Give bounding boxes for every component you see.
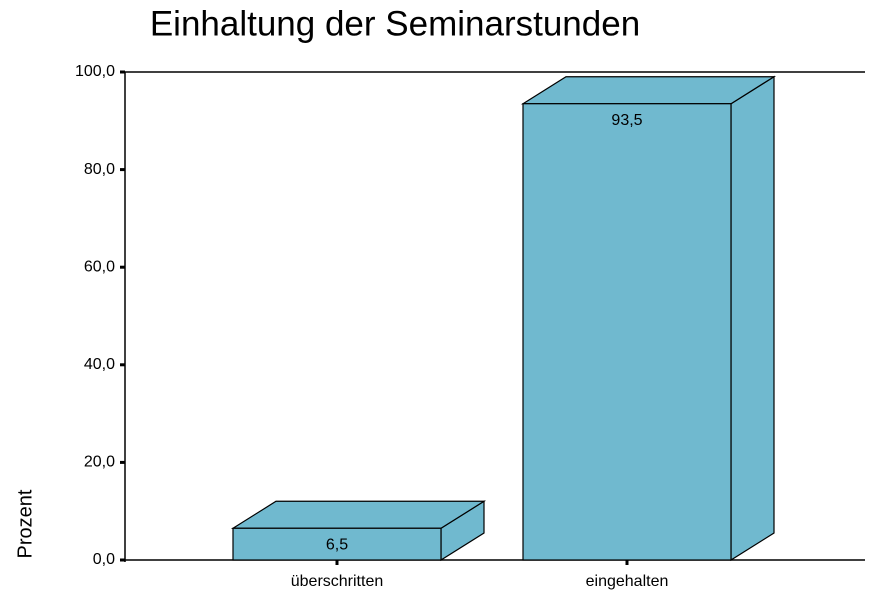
value-label: 93,5 bbox=[611, 112, 642, 129]
y-tick-label: 20,0 bbox=[84, 454, 115, 471]
y-tick-label: 40,0 bbox=[84, 356, 115, 373]
bar bbox=[232, 527, 442, 561]
bar-top bbox=[230, 500, 487, 529]
chart-title: Einhaltung der Seminarstunden bbox=[150, 4, 640, 43]
bar bbox=[522, 103, 732, 561]
bar-top bbox=[520, 76, 777, 105]
y-axis-label: Prozent bbox=[14, 489, 36, 558]
y-tick-label: 0,0 bbox=[93, 551, 115, 568]
y-tick-label: 100,0 bbox=[75, 63, 115, 80]
bar-side bbox=[730, 75, 775, 562]
x-tick-label: eingehalten bbox=[586, 573, 669, 590]
y-tick-label: 80,0 bbox=[84, 161, 115, 178]
x-tick-label: überschritten bbox=[291, 573, 384, 590]
y-tick-label: 60,0 bbox=[84, 258, 115, 275]
value-label: 6,5 bbox=[326, 536, 348, 553]
